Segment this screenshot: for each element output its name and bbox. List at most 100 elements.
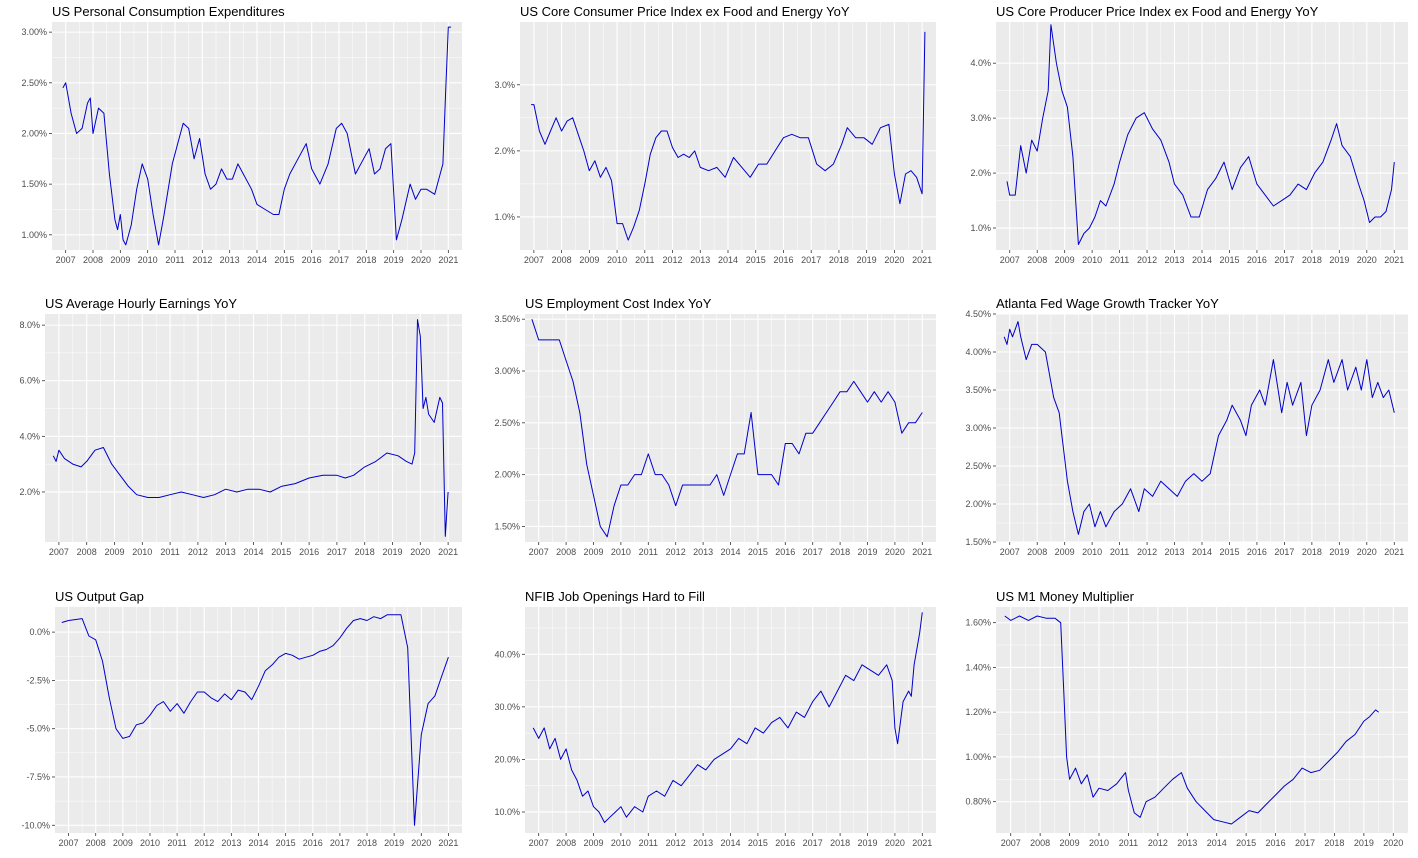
x-tick-label: 2014 — [248, 838, 268, 848]
y-tick-label: 4.50% — [965, 309, 991, 319]
y-tick-label: 2.50% — [21, 78, 47, 88]
series-line — [531, 319, 923, 538]
y-tick-label: 2.0% — [19, 487, 40, 497]
x-tick-label: 2019 — [382, 547, 402, 557]
y-tick-label: 4.0% — [19, 431, 40, 441]
x-tick-label: 2013 — [1165, 255, 1185, 265]
x-tick-label: 2007 — [524, 255, 544, 265]
x-tick-label: 2011 — [639, 547, 658, 557]
x-tick-label: 2009 — [579, 255, 599, 265]
x-tick-label: 2020 — [1357, 255, 1377, 265]
x-tick-label: 2021 — [1384, 547, 1404, 557]
x-tick-label: 2017 — [1295, 838, 1315, 848]
x-tick-label: 2007 — [59, 838, 79, 848]
x-tick-label: 2011 — [160, 547, 179, 557]
y-tick-label: 2.0% — [494, 146, 515, 156]
x-tick-label: 2011 — [165, 255, 184, 265]
y-tick-label: 1.50% — [494, 521, 520, 531]
chart-panel-7: US Output Gap -10.0% -7.5% -5.0% -2.5% 0.0% 20… — [0, 585, 472, 858]
x-tick-label: 2008 — [83, 255, 103, 265]
chart-svg: 10.0% 20.0% 30.0% 40.0% 2007 2008 2009 2010 2011… — [494, 607, 936, 848]
chart-title: Atlanta Fed Wage Growth Tracker YoY — [996, 296, 1219, 311]
x-tick-label: 2018 — [356, 255, 376, 265]
x-tick-label: 2007 — [529, 547, 549, 557]
y-tick-label: -7.5% — [26, 772, 50, 782]
x-tick-label: 2016 — [1266, 838, 1286, 848]
y-tick-label: 20.0% — [494, 754, 520, 764]
chart-panel-2: US Core Consumer Price Index ex Food and… — [472, 0, 944, 285]
x-tick-label: 2019 — [384, 255, 404, 265]
x-tick-label: 2019 — [1329, 547, 1349, 557]
x-tick-label: 2020 — [410, 547, 430, 557]
series-line — [531, 31, 926, 241]
y-tick-label: 2.0% — [970, 168, 991, 178]
x-tick-label: 2019 — [857, 255, 877, 265]
x-tick-label: 2010 — [1089, 838, 1109, 848]
chart-svg: 1.0% 2.0% 3.0% 4.0% 2007 2008 2009 2010 2011 2012… — [970, 22, 1408, 265]
y-tick-label: 1.40% — [965, 662, 991, 672]
x-tick-label: 2018 — [830, 838, 850, 848]
x-tick-label: 2015 — [1236, 838, 1256, 848]
x-tick-label: 2007 — [49, 547, 69, 557]
x-tick-label: 2008 — [77, 547, 97, 557]
x-tick-label: 2007 — [1000, 255, 1020, 265]
x-tick-label: 2012 — [1148, 838, 1168, 848]
x-tick-label: 2020 — [885, 547, 905, 557]
x-tick-label: 2009 — [1055, 255, 1075, 265]
x-tick-label: 2012 — [1137, 255, 1157, 265]
y-tick-label: 1.0% — [970, 223, 991, 233]
y-tick-label: 2.50% — [494, 418, 520, 428]
chart-svg: 1.50% 2.00% 2.50% 3.00% 3.50% 2007 2008 2009 201… — [494, 314, 936, 557]
x-tick-label: 2011 — [1119, 838, 1138, 848]
x-tick-label: 2008 — [556, 547, 576, 557]
x-tick-label: 2008 — [1030, 838, 1050, 848]
x-tick-label: 2014 — [720, 547, 740, 557]
y-tick-label: 1.20% — [965, 707, 991, 717]
x-tick-label: 2009 — [104, 547, 124, 557]
x-tick-label: 2018 — [830, 547, 850, 557]
x-tick-label: 2012 — [1137, 547, 1157, 557]
x-tick-label: 2015 — [1219, 547, 1239, 557]
x-tick-label: 2007 — [56, 255, 76, 265]
x-tick-label: 2012 — [194, 838, 214, 848]
x-tick-label: 2008 — [1027, 547, 1047, 557]
x-tick-label: 2016 — [773, 255, 793, 265]
chart-title: US Core Producer Price Index ex Food and… — [996, 4, 1319, 19]
x-tick-label: 2014 — [1192, 255, 1212, 265]
x-tick-label: 2018 — [1302, 255, 1322, 265]
x-tick-label: 2009 — [583, 838, 603, 848]
x-tick-label: 2011 — [635, 255, 654, 265]
series-line — [1004, 615, 1379, 825]
chart-panel-9: US M1 Money Multiplier 0.80% 1.00% 1.20% 1.4… — [944, 585, 1418, 858]
y-tick-label: 3.50% — [494, 314, 520, 324]
y-tick-label: 1.00% — [21, 230, 47, 240]
x-tick-label: 2021 — [912, 547, 932, 557]
series-line — [62, 26, 452, 246]
chart-title: US Personal Consumption Expenditures — [52, 4, 285, 19]
y-tick-label: 1.50% — [965, 537, 991, 547]
x-tick-label: 2016 — [1247, 547, 1267, 557]
chart-panel-5: US Employment Cost Index YoY 1.50% 2.00% 2.… — [472, 292, 944, 577]
x-tick-label: 2012 — [192, 255, 212, 265]
x-tick-label: 2017 — [329, 255, 349, 265]
x-tick-label: 2010 — [1082, 547, 1102, 557]
x-tick-label: 2021 — [1384, 255, 1404, 265]
x-tick-label: 2020 — [411, 838, 431, 848]
x-tick-label: 2015 — [271, 547, 291, 557]
x-tick-label: 2010 — [611, 838, 631, 848]
x-tick-label: 2007 — [1001, 838, 1021, 848]
x-tick-label: 2013 — [1177, 838, 1197, 848]
x-tick-label: 2009 — [1055, 547, 1075, 557]
x-tick-label: 2019 — [1354, 838, 1374, 848]
y-tick-label: 0.0% — [29, 627, 50, 637]
x-tick-label: 2009 — [113, 838, 133, 848]
x-tick-label: 2013 — [221, 838, 241, 848]
x-tick-label: 2009 — [1060, 838, 1080, 848]
chart-title: US Core Consumer Price Index ex Food and… — [520, 4, 850, 19]
y-tick-label: 6.0% — [19, 376, 40, 386]
x-tick-label: 2020 — [411, 255, 431, 265]
x-tick-label: 2012 — [666, 547, 686, 557]
x-tick-label: 2021 — [438, 838, 458, 848]
y-tick-label: 0.80% — [965, 797, 991, 807]
y-tick-label: 1.60% — [965, 618, 991, 628]
